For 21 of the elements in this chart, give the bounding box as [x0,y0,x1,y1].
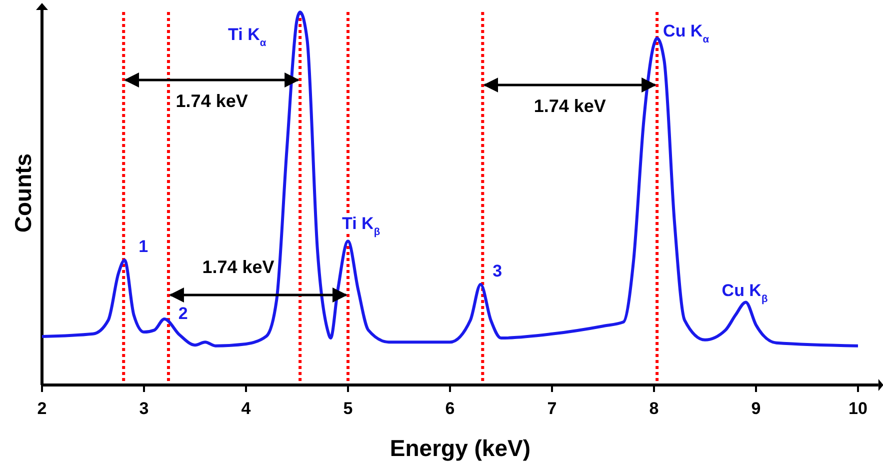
annotation: 1.74 keV [534,96,606,116]
x-tick-label: 3 [139,399,149,418]
x-tick-label: 4 [241,399,252,418]
x-tick-label: 9 [751,399,761,418]
annotation: 1.74 keV [202,257,274,277]
x-tick-label: 7 [547,399,557,418]
x-tick-label: 5 [343,399,353,418]
y-axis-title: Counts [10,153,36,233]
annotation: 1 [138,237,148,256]
annotation: Ti K$_{α}$ [228,25,267,49]
x-tick-label: 2 [37,399,47,418]
x-tick-label: 8 [649,399,659,418]
annotation: 1.74 keV [176,91,248,111]
annotation: Cu K$_{α}$ [663,21,710,45]
x-tick-label: 10 [848,399,868,418]
annotation: Ti K$_{β}$ [342,214,380,238]
annotation: Cu K$_{β}$ [722,281,768,305]
annotation: 3 [492,261,502,280]
x-axis-title: Energy (keV) [390,435,531,461]
x-tick-label: 6 [445,399,455,418]
annotation: 2 [178,304,188,324]
